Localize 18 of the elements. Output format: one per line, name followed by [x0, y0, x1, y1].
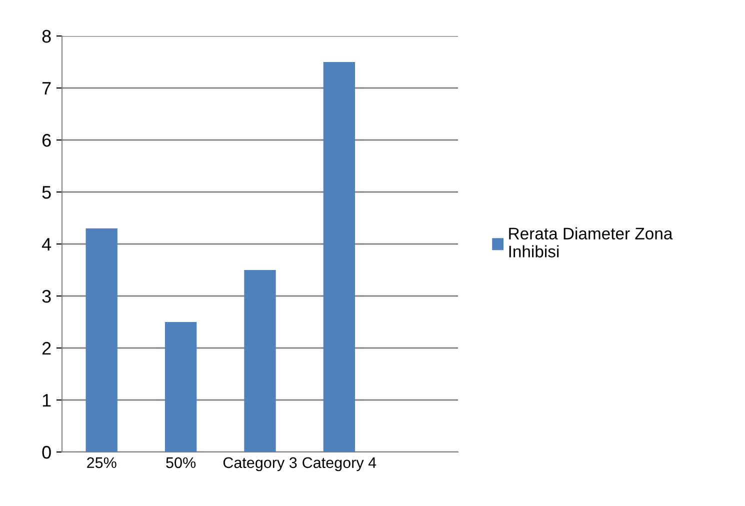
y-tick-label: 5 — [42, 186, 51, 199]
y-tick-label: 1 — [42, 394, 51, 407]
bar — [86, 228, 118, 452]
y-tick-label: 0 — [42, 446, 51, 459]
x-tick-label: Category 4 — [302, 457, 376, 472]
y-tick-label: 8 — [42, 30, 51, 43]
bar — [244, 270, 276, 452]
x-tick-label: 25% — [87, 457, 116, 468]
y-tick-label: 4 — [42, 238, 52, 251]
bar — [164, 322, 197, 452]
y-tick-label: 7 — [42, 82, 51, 95]
bar — [323, 62, 356, 452]
x-tick-label: 50% — [166, 457, 196, 468]
y-tick-label: 6 — [42, 134, 51, 147]
y-tick-label: 3 — [42, 290, 51, 303]
y-tick-label: 2 — [42, 342, 51, 355]
legend-label: Rerata Diameter Zona Inhibisi — [509, 227, 673, 258]
x-tick-label: Category 3 — [223, 457, 297, 472]
